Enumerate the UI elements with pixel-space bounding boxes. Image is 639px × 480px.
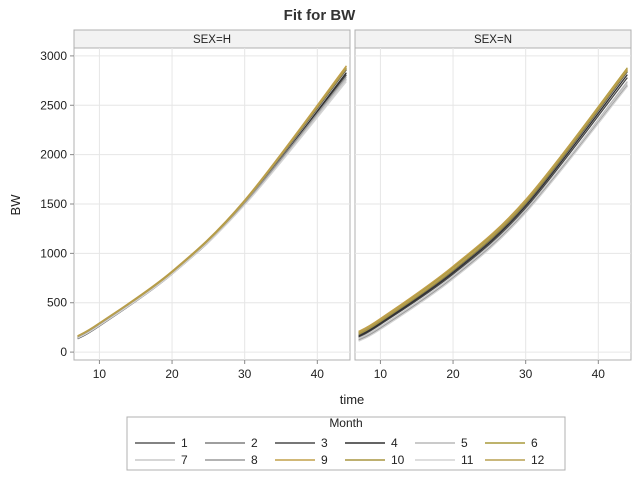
legend-label-8: 8 <box>251 453 258 467</box>
legend-label-10: 10 <box>391 453 405 467</box>
legend-label-11: 11 <box>461 453 474 467</box>
series-line-11 <box>358 86 628 342</box>
legend-label-12: 12 <box>531 453 545 467</box>
series-line-3 <box>358 77 628 338</box>
y-axis-label: BW <box>8 194 23 216</box>
y-tick-label: 2500 <box>40 98 67 112</box>
series-line-12 <box>77 67 347 338</box>
x-tick-label: 10 <box>93 367 107 381</box>
x-tick-label: 30 <box>238 367 252 381</box>
panel-strip-label: SEX=N <box>474 34 512 46</box>
y-tick-label: 2000 <box>40 148 67 162</box>
legend-label-9: 9 <box>321 453 328 467</box>
series-line-1 <box>358 71 628 336</box>
legend-label-4: 4 <box>391 436 398 450</box>
y-tick-label: 0 <box>60 345 67 359</box>
x-tick-label: 40 <box>311 367 325 381</box>
series-line-7 <box>358 83 628 339</box>
series-line-4 <box>358 74 628 337</box>
panel-strip-label: SEX=H <box>193 34 231 46</box>
y-tick-label: 3000 <box>40 49 67 63</box>
panels: SEX=H10 20 30 40050010001500200025003000SEX… <box>40 29 632 381</box>
legend-title: Month <box>329 416 362 430</box>
series-line-12 <box>358 69 628 334</box>
legend-label-7: 7 <box>181 453 188 467</box>
x-tick-label: 20 <box>446 367 460 381</box>
series-line-10 <box>358 70 628 335</box>
legend-label-1: 1 <box>181 436 188 450</box>
x-tick-label: 10 <box>374 367 388 381</box>
x-axis-label: time <box>340 392 365 407</box>
y-tick-label: 1000 <box>40 246 67 260</box>
x-tick-label: 20 <box>165 367 179 381</box>
legend-label-6: 6 <box>531 436 538 450</box>
x-tick-label: 40 <box>592 367 606 381</box>
legend-label-3: 3 <box>321 436 328 450</box>
chart-title: Fit for BW <box>284 7 356 24</box>
legend-label-5: 5 <box>461 436 468 450</box>
y-tick-label: 1500 <box>40 197 67 211</box>
y-tick-label: 500 <box>47 296 67 310</box>
legend-label-2: 2 <box>251 436 258 450</box>
x-tick-label: 30 <box>519 367 533 381</box>
series-line-11 <box>77 81 347 339</box>
panel-1: SEX=H 10 20 30 40 0 500 1000 1500 2000 2500 3000 <box>40 29 351 381</box>
panel-2: SEX=N 10 20 30 40 <box>354 29 632 381</box>
series-line-9 <box>358 68 628 332</box>
